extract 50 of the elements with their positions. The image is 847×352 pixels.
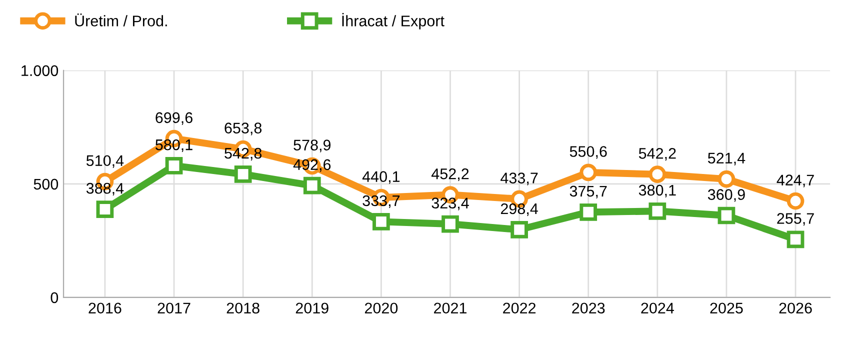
data-label: 578,9 — [294, 140, 331, 152]
data-label: 452,2 — [431, 168, 469, 182]
x-tick-label: 2017 — [158, 302, 190, 314]
data-label: 653,8 — [224, 122, 262, 136]
x-tick-label: 2023 — [572, 302, 605, 314]
point — [580, 203, 598, 221]
y-tick-label: 1.000 — [22, 65, 58, 76]
data-label: 699,6 — [156, 112, 192, 125]
x-tick-label: 2021 — [434, 302, 466, 314]
point — [718, 170, 736, 188]
data-label: 521,4 — [708, 152, 746, 166]
data-label: 580,1 — [156, 139, 192, 152]
x-tick-label: 2018 — [226, 302, 260, 314]
point — [165, 157, 183, 174]
x-tick-label: 2019 — [296, 302, 328, 314]
data-label: 440,1 — [362, 171, 400, 184]
x-tick-label: 2016 — [88, 302, 122, 314]
data-label: 542,2 — [638, 148, 676, 161]
y-tick-label: 0 — [50, 292, 58, 304]
point — [442, 215, 459, 233]
x-tick-label: 2022 — [503, 302, 536, 314]
point — [786, 230, 804, 248]
data-label: 323,4 — [432, 198, 469, 210]
data-label: 375,7 — [570, 186, 607, 198]
point — [786, 192, 804, 210]
point — [580, 164, 598, 182]
point — [303, 176, 321, 194]
x-tick-label: 2025 — [710, 302, 743, 314]
point — [718, 206, 736, 224]
point — [648, 166, 666, 184]
x-tick-label: 2026 — [779, 302, 812, 314]
point — [96, 200, 114, 218]
data-label: 550,6 — [570, 146, 607, 159]
point — [234, 166, 252, 183]
data-label: 388,4 — [86, 182, 124, 196]
data-label: 298,4 — [500, 203, 538, 216]
point — [510, 221, 528, 238]
point — [648, 202, 666, 220]
data-label: 424,7 — [776, 174, 814, 188]
point — [372, 212, 390, 230]
data-label: 433,7 — [500, 172, 538, 186]
x-tick-label: 2024 — [641, 302, 674, 314]
y-tick-label: 500 — [34, 178, 58, 190]
legend-label: Üretim / Prod. — [75, 13, 167, 26]
data-label: 510,4 — [86, 155, 124, 168]
x-tick-label: 2020 — [364, 302, 398, 314]
data-label: 255,7 — [777, 213, 814, 226]
data-label: 360,9 — [708, 189, 745, 202]
legend-label: İhracat / Export — [342, 13, 444, 30]
data-label: 380,1 — [638, 184, 676, 198]
